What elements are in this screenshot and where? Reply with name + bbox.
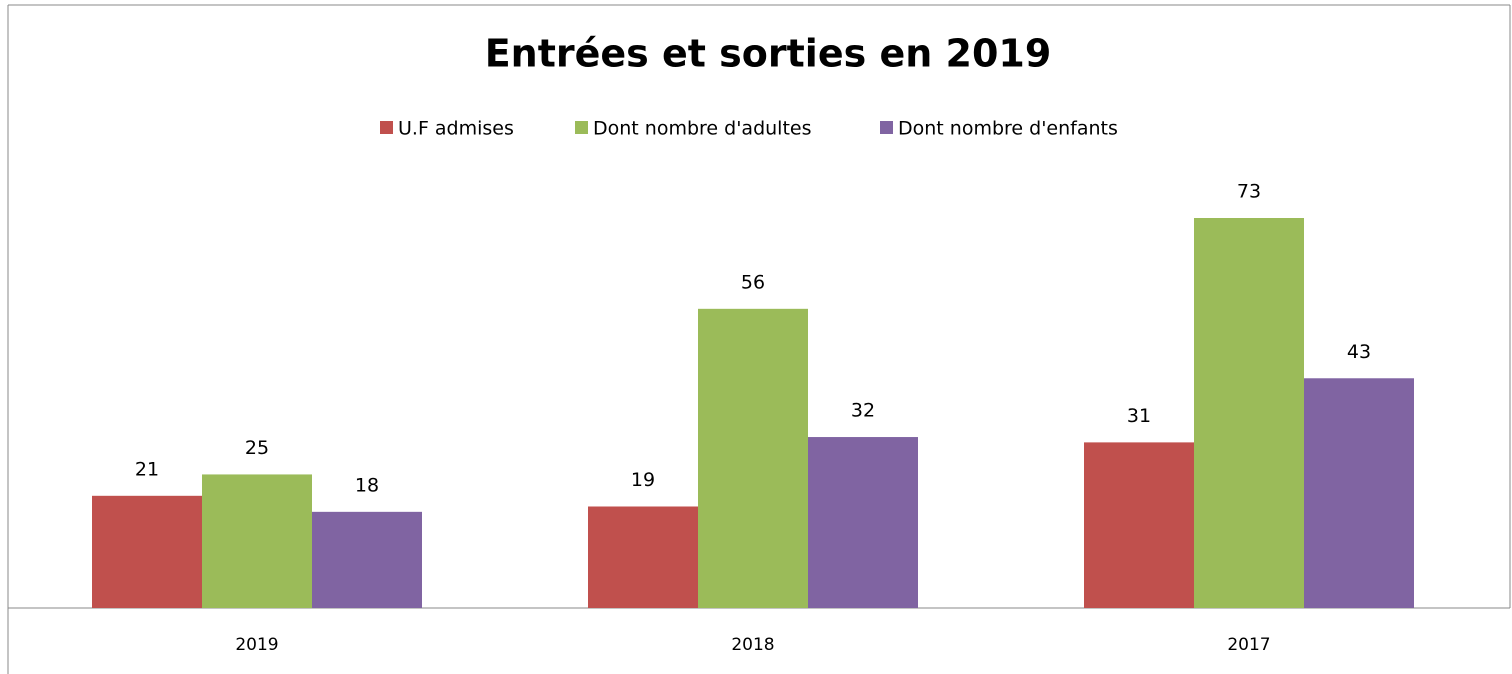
data-label: 19 — [631, 469, 655, 491]
bar — [202, 474, 312, 608]
bar — [698, 308, 808, 608]
legend-swatch — [575, 121, 588, 134]
legend-label: Dont nombre d'enfants — [898, 118, 1118, 140]
x-tick-label: 2018 — [731, 635, 774, 655]
x-tick-label: 2017 — [1227, 635, 1270, 655]
chart-title: Entrées et sorties en 2019 — [485, 32, 1052, 76]
data-label: 31 — [1127, 405, 1151, 427]
bar — [92, 495, 202, 608]
data-label: 73 — [1237, 181, 1261, 203]
data-label: 56 — [741, 271, 765, 293]
data-label: 21 — [135, 458, 159, 480]
data-label: 32 — [851, 400, 875, 422]
data-label: 43 — [1347, 341, 1371, 363]
legend-swatch — [380, 121, 393, 134]
bar — [1084, 442, 1194, 608]
legend-swatch — [880, 121, 893, 134]
legend-label: U.F admises — [398, 118, 514, 140]
bar — [588, 506, 698, 608]
bar — [1304, 378, 1414, 608]
bar — [1194, 218, 1304, 608]
legend-label: Dont nombre d'adultes — [593, 118, 812, 140]
bar — [808, 437, 918, 608]
bar — [312, 511, 422, 608]
data-label: 18 — [355, 474, 379, 496]
x-tick-label: 2019 — [235, 635, 278, 655]
data-label: 25 — [245, 437, 269, 459]
